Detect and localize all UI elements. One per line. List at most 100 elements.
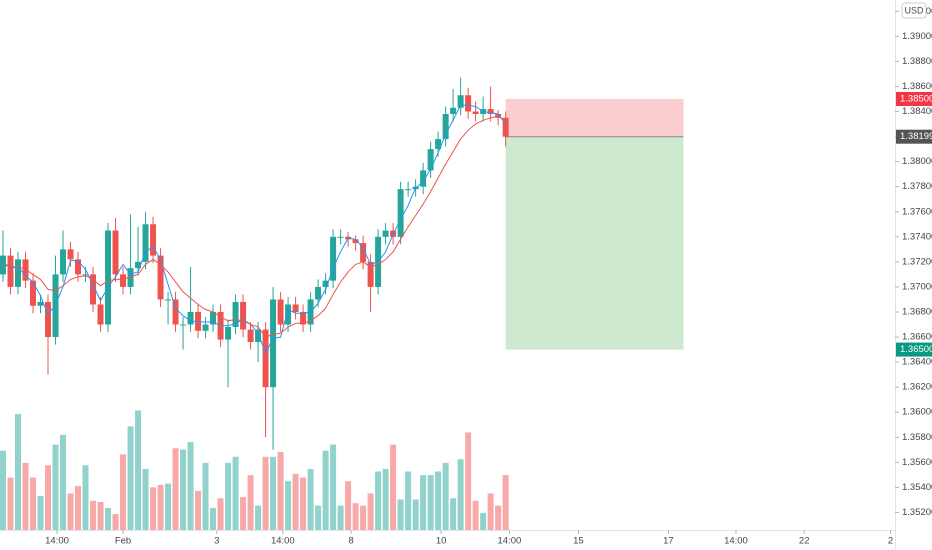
volume-bar bbox=[292, 473, 299, 530]
candle-body bbox=[337, 236, 344, 238]
volume-bar bbox=[405, 471, 412, 530]
volume-bar bbox=[90, 500, 97, 530]
y-tick-label: 1.35800 bbox=[902, 432, 932, 443]
volume-bar bbox=[37, 495, 44, 530]
volume-bar bbox=[22, 462, 29, 530]
y-tick-label: 1.36600 bbox=[902, 332, 932, 343]
candle-body bbox=[292, 304, 299, 312]
moving-average bbox=[2, 115, 506, 338]
volume-bar bbox=[502, 475, 509, 530]
x-tick-label: 17 bbox=[663, 536, 674, 547]
volume-bar bbox=[232, 456, 239, 530]
candle-body bbox=[472, 111, 479, 115]
volume-bar bbox=[67, 493, 74, 530]
candle-body bbox=[285, 304, 292, 325]
x-tick-label: Feb bbox=[115, 536, 131, 547]
candle-body bbox=[15, 259, 22, 287]
volume-bar bbox=[487, 493, 494, 530]
volume-bar bbox=[277, 451, 284, 530]
volume-bar bbox=[472, 500, 479, 530]
volume-bar bbox=[195, 490, 202, 530]
candle-body bbox=[300, 311, 307, 325]
candle-body bbox=[90, 274, 97, 305]
candle-body bbox=[405, 189, 412, 191]
price-label-bg bbox=[896, 129, 932, 144]
y-tick-label: 1.37000 bbox=[902, 281, 932, 292]
volume-bar bbox=[262, 456, 269, 530]
candle-body bbox=[247, 329, 254, 343]
price-label-bg bbox=[896, 91, 932, 106]
candle-body bbox=[22, 259, 29, 281]
candle-body bbox=[165, 299, 172, 301]
moving-average bbox=[2, 104, 506, 355]
candle-body bbox=[172, 299, 179, 325]
x-tick-label: 14:00 bbox=[724, 536, 748, 547]
y-tick-label: 1.36800 bbox=[902, 307, 932, 318]
x-tick-label: 22 bbox=[799, 536, 810, 547]
candle-body bbox=[180, 324, 187, 326]
candle-body bbox=[157, 255, 164, 300]
candle-body bbox=[97, 304, 104, 325]
candle-body bbox=[30, 280, 37, 306]
volume-bar bbox=[457, 459, 464, 530]
volume-bar bbox=[210, 508, 217, 530]
y-tick-label: 1.36400 bbox=[902, 357, 932, 368]
candle-body bbox=[37, 301, 44, 306]
candle-body bbox=[7, 255, 14, 287]
candle-body bbox=[502, 117, 509, 137]
candle-body bbox=[262, 329, 269, 388]
candle-body bbox=[330, 236, 337, 281]
candle-body bbox=[382, 230, 389, 237]
volume-bar bbox=[300, 477, 307, 530]
volume-bar bbox=[15, 414, 22, 530]
currency-label: USD bbox=[904, 5, 924, 15]
volume-bar bbox=[172, 448, 179, 530]
volume-bar bbox=[97, 501, 104, 530]
volume-bar bbox=[360, 505, 367, 530]
price-label: 1.38500 bbox=[900, 93, 932, 104]
volume-bar bbox=[150, 487, 157, 530]
candle-body bbox=[45, 301, 52, 338]
candle-body bbox=[367, 261, 374, 287]
x-tick-label: 3 bbox=[214, 536, 219, 547]
candle-body bbox=[75, 259, 82, 275]
y-tick-label: 1.38600 bbox=[902, 81, 932, 92]
volume-bar bbox=[420, 475, 427, 530]
volume-bar bbox=[112, 514, 119, 530]
volume-bar bbox=[397, 499, 404, 530]
y-tick-label: 1.37600 bbox=[902, 206, 932, 217]
volume-bar bbox=[202, 462, 209, 530]
volume-bar bbox=[315, 505, 322, 530]
y-tick-label: 1.37200 bbox=[902, 256, 932, 267]
volume-bar bbox=[375, 471, 382, 530]
volume-bar bbox=[270, 456, 277, 530]
price-label: 1.38199 bbox=[900, 131, 932, 142]
candle-body bbox=[135, 261, 142, 269]
candle-body bbox=[352, 239, 359, 244]
volume-bar bbox=[135, 410, 142, 530]
volume-bar bbox=[60, 434, 67, 530]
candle-body bbox=[397, 189, 404, 237]
candle-body bbox=[210, 311, 217, 325]
volume-bar bbox=[285, 481, 292, 530]
volume-bar bbox=[127, 426, 134, 530]
volume-bar bbox=[7, 477, 14, 530]
candle-body bbox=[495, 114, 502, 118]
candle-body bbox=[435, 139, 442, 150]
candle-body bbox=[240, 301, 247, 330]
volume-bar bbox=[255, 505, 262, 530]
candle-body bbox=[360, 243, 367, 262]
volume-bar bbox=[337, 505, 344, 530]
volume-bar bbox=[105, 508, 112, 530]
candle-body bbox=[127, 268, 134, 287]
y-tick-label: 1.35400 bbox=[902, 482, 932, 493]
y-tick-label: 1.36200 bbox=[902, 382, 932, 393]
volume-bar bbox=[45, 465, 52, 530]
y-tick-label: 1.37400 bbox=[902, 231, 932, 242]
stop-zone bbox=[505, 98, 684, 137]
candle-body bbox=[450, 107, 457, 115]
volume-bar bbox=[367, 493, 374, 530]
y-tick-label: 1.38400 bbox=[902, 106, 932, 117]
candle-body bbox=[120, 274, 127, 287]
